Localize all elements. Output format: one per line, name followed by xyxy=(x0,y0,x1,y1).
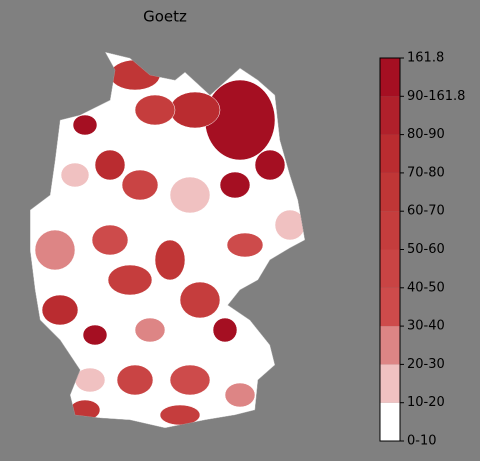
colorbar-label: 40-50 xyxy=(407,280,445,295)
colorbar-label: 70-80 xyxy=(407,165,445,180)
colorbar-label: 90-161.8 xyxy=(407,89,465,104)
colorbar-segment xyxy=(380,249,400,288)
colorbar-segment xyxy=(380,364,400,403)
border xyxy=(30,52,305,428)
colorbar-label: 161.8 xyxy=(407,51,444,66)
colorbar: 0-10 10-20 20-30 30-40 40-50 50-60 60-70 70-80 8… xyxy=(379,51,465,449)
colorbar-segment xyxy=(380,326,400,365)
colorbar-segment xyxy=(380,402,400,441)
colorbar-label: 10-20 xyxy=(407,395,445,410)
colorbar-segment xyxy=(380,172,400,212)
colorbar-label: 50-60 xyxy=(407,242,445,257)
colorbar-segment xyxy=(380,287,400,327)
colorbar-label: 60-70 xyxy=(407,204,445,219)
colorbar-label: 20-30 xyxy=(407,357,445,372)
colorbar-label: 0-10 xyxy=(407,434,437,449)
colorbar-segment xyxy=(380,211,400,250)
colorbar-segment xyxy=(380,96,400,135)
colorbar-segment xyxy=(380,134,400,173)
districts xyxy=(34,59,305,426)
map-title: Goetz xyxy=(143,8,187,26)
colorbar-segment xyxy=(380,58,400,97)
colorbar-label: 30-40 xyxy=(407,319,445,334)
colorbar-label: 80-90 xyxy=(407,127,445,142)
